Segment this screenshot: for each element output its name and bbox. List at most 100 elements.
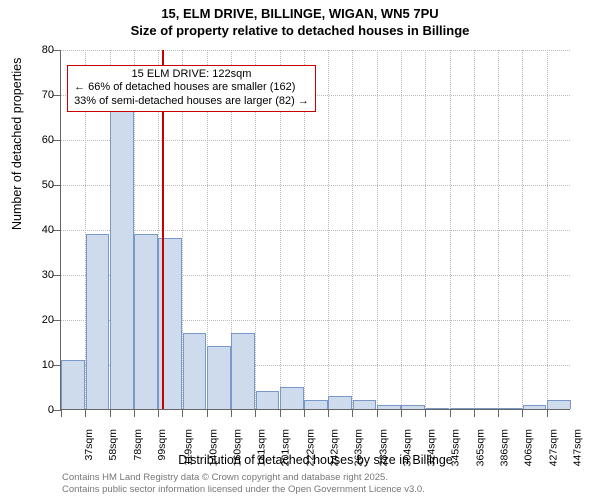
x-tick	[134, 409, 135, 417]
x-tick	[207, 409, 208, 417]
x-tick	[328, 409, 329, 417]
histogram-bar	[231, 333, 255, 410]
y-tick-label: 80	[26, 44, 54, 56]
histogram-bar	[547, 400, 571, 409]
x-tick-label: 386sqm	[499, 429, 511, 466]
x-tick-label: 99sqm	[156, 429, 168, 461]
gridline-v	[328, 50, 329, 409]
y-tick-label: 40	[26, 224, 54, 236]
gridline-h	[61, 140, 570, 141]
x-tick	[110, 409, 111, 417]
x-tick-label: 427sqm	[547, 429, 559, 466]
y-tick	[53, 185, 61, 186]
x-tick	[304, 409, 305, 417]
histogram-bar	[110, 108, 134, 410]
y-tick	[53, 230, 61, 231]
gridline-v	[352, 50, 353, 409]
gridline-h	[61, 230, 570, 231]
histogram-plot: Distribution of detached houses by size …	[60, 50, 570, 410]
gridline-v	[474, 50, 475, 409]
histogram-bar	[134, 234, 158, 410]
x-tick-label: 324sqm	[426, 429, 438, 466]
x-tick-label: 181sqm	[256, 429, 268, 466]
x-tick-label: 406sqm	[523, 429, 535, 466]
histogram-bar	[328, 396, 352, 410]
gridline-h	[61, 50, 570, 51]
x-tick	[522, 409, 523, 417]
y-tick	[53, 410, 61, 411]
y-tick	[53, 140, 61, 141]
gridline-v	[377, 50, 378, 409]
x-tick-label: 119sqm	[183, 429, 195, 466]
x-tick-label: 78sqm	[131, 429, 143, 461]
x-tick	[352, 409, 353, 417]
histogram-bar	[474, 408, 498, 409]
x-tick-label: 283sqm	[377, 429, 389, 466]
gridline-v	[522, 50, 523, 409]
x-tick	[498, 409, 499, 417]
y-tick-label: 0	[26, 404, 54, 416]
x-tick	[231, 409, 232, 417]
x-tick-label: 160sqm	[232, 429, 244, 466]
gridline-v	[498, 50, 499, 409]
y-tick-label: 30	[26, 269, 54, 281]
y-tick-label: 10	[26, 359, 54, 371]
x-tick-label: 242sqm	[329, 429, 341, 466]
histogram-bar	[353, 400, 377, 409]
y-tick-label: 70	[26, 89, 54, 101]
x-tick	[377, 409, 378, 417]
annotation-box: 15 ELM DRIVE: 122sqm← 66% of detached ho…	[67, 65, 316, 112]
gridline-h	[61, 185, 570, 186]
x-tick-label: 345sqm	[450, 429, 462, 466]
histogram-bar	[426, 408, 450, 409]
x-tick-label: 58sqm	[107, 429, 119, 461]
gridline-v	[401, 50, 402, 409]
x-tick-label: 37sqm	[83, 429, 95, 461]
x-tick-label: 304sqm	[402, 429, 414, 466]
annotation-line2: ← 66% of detached houses are smaller (16…	[74, 81, 309, 95]
y-tick	[53, 275, 61, 276]
x-tick	[401, 409, 402, 417]
x-tick-label: 263sqm	[353, 429, 365, 466]
y-tick	[53, 320, 61, 321]
x-tick-label: 201sqm	[280, 429, 292, 466]
x-tick	[158, 409, 159, 417]
footer-attribution: Contains HM Land Registry data © Crown c…	[62, 472, 425, 496]
y-axis-label: Number of detached properties	[10, 58, 24, 230]
page-title-line1: 15, ELM DRIVE, BILLINGE, WIGAN, WN5 7PU	[0, 6, 600, 23]
annotation-line3: 33% of semi-detached houses are larger (…	[74, 95, 309, 109]
x-tick-label: 365sqm	[474, 429, 486, 466]
x-tick-label: 447sqm	[572, 429, 584, 466]
page-title-line2: Size of property relative to detached ho…	[0, 23, 600, 40]
x-tick	[255, 409, 256, 417]
histogram-bar	[86, 234, 110, 410]
x-tick-label: 140sqm	[207, 429, 219, 466]
histogram-bar	[401, 405, 425, 410]
histogram-bar	[450, 408, 474, 409]
footer-line1: Contains HM Land Registry data © Crown c…	[62, 472, 425, 484]
gridline-v	[425, 50, 426, 409]
y-tick	[53, 365, 61, 366]
x-tick	[85, 409, 86, 417]
x-tick-label: 222sqm	[304, 429, 316, 466]
y-tick-label: 50	[26, 179, 54, 191]
y-tick	[53, 50, 61, 51]
histogram-bar	[256, 391, 280, 409]
annotation-line1: 15 ELM DRIVE: 122sqm	[74, 68, 309, 82]
histogram-bar	[183, 333, 207, 410]
y-tick	[53, 95, 61, 96]
x-tick	[474, 409, 475, 417]
x-tick	[61, 409, 62, 417]
x-tick	[280, 409, 281, 417]
x-tick	[425, 409, 426, 417]
x-tick	[547, 409, 548, 417]
x-tick	[182, 409, 183, 417]
histogram-bar	[61, 360, 85, 410]
footer-line2: Contains public sector information licen…	[62, 484, 425, 496]
y-tick-label: 20	[26, 314, 54, 326]
histogram-bar	[304, 400, 328, 409]
x-tick	[450, 409, 451, 417]
histogram-bar	[280, 387, 304, 410]
gridline-v	[450, 50, 451, 409]
y-tick-label: 60	[26, 134, 54, 146]
